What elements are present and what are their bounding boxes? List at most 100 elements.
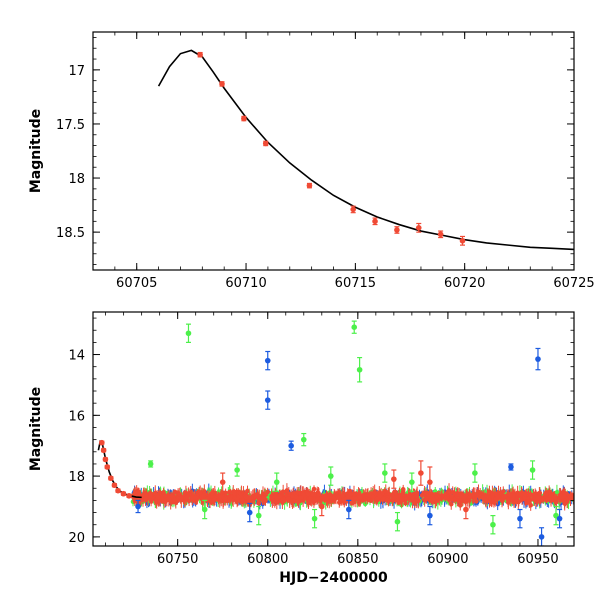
band-point	[298, 495, 304, 500]
band-point	[377, 493, 383, 498]
band-point	[310, 491, 316, 497]
x-tick-label: 60800	[247, 552, 288, 567]
band-point	[448, 501, 454, 507]
band-point	[280, 489, 286, 495]
band-point	[557, 493, 563, 498]
band-point	[148, 493, 153, 499]
data-point	[391, 476, 397, 482]
band-point	[331, 495, 337, 501]
band-point	[532, 491, 538, 496]
data-point	[394, 227, 400, 233]
band-point	[256, 494, 262, 499]
band-point	[571, 495, 574, 501]
band-point	[422, 490, 427, 495]
data-point	[288, 442, 294, 449]
y-tick-label: 18.5	[56, 226, 85, 241]
band-point	[545, 497, 550, 503]
band-point	[209, 490, 215, 496]
data-point	[111, 482, 118, 489]
band-point	[291, 498, 297, 504]
x-axis-label: HJD−2400000	[279, 570, 388, 586]
data-point	[382, 470, 388, 476]
data-point	[201, 506, 208, 513]
data-point	[102, 456, 109, 463]
data-point	[356, 366, 363, 373]
y-tick-label: 14	[68, 349, 85, 364]
y-tick-label: 16	[68, 409, 85, 424]
band-point	[544, 491, 549, 497]
band-point	[161, 498, 167, 504]
x-tick-label: 60710	[225, 276, 266, 291]
data-point	[351, 324, 358, 330]
data-point	[327, 473, 334, 479]
band-point	[353, 496, 359, 502]
data-point	[472, 470, 478, 476]
band-point	[499, 498, 505, 503]
data-point	[246, 509, 253, 516]
data-point	[427, 479, 433, 485]
band-point	[327, 492, 333, 497]
data-point	[463, 506, 469, 513]
band-point	[537, 490, 543, 496]
band-point	[211, 497, 217, 503]
band-point	[200, 493, 206, 498]
band-point	[463, 493, 469, 498]
y-tick-label: 17	[68, 64, 85, 79]
series-red	[99, 439, 469, 520]
x-tick-label: 60720	[444, 276, 485, 291]
plot-frame	[92, 31, 575, 271]
band-point	[554, 490, 560, 495]
band-point	[535, 495, 541, 501]
band-point	[439, 493, 445, 498]
data-point	[255, 512, 262, 519]
band-point	[305, 491, 311, 497]
band-point	[284, 488, 290, 493]
x-tick-label: 60950	[517, 552, 558, 567]
data-point	[300, 436, 307, 443]
data-point	[415, 225, 422, 231]
band-point	[357, 494, 363, 500]
data-point	[108, 475, 114, 482]
data-point	[135, 503, 141, 510]
data-point	[311, 515, 318, 522]
plot-area	[97, 320, 574, 546]
band-point	[290, 494, 296, 499]
band-point	[455, 491, 461, 497]
bottom-panel: 60750 60800 60850 60900 60950 14 16 18 20 Magnitu…	[28, 311, 575, 586]
band-point	[482, 497, 488, 502]
band-point	[548, 493, 554, 498]
band-point	[414, 490, 420, 496]
data-point	[273, 479, 280, 485]
band-point	[414, 494, 419, 499]
band-point	[202, 489, 207, 494]
y-tick-label: 20	[68, 531, 85, 546]
data-point	[234, 467, 240, 473]
band-point	[490, 491, 495, 496]
data-point	[104, 464, 111, 470]
band-point	[446, 488, 452, 493]
band-point	[471, 493, 476, 498]
band-point	[467, 494, 473, 500]
band-point	[431, 497, 437, 502]
data-point	[120, 490, 127, 497]
band-point	[370, 494, 376, 500]
band-point	[155, 494, 161, 500]
band-point	[178, 495, 184, 501]
band-point	[273, 494, 279, 499]
plot-frame	[92, 311, 575, 547]
band-point	[554, 499, 559, 505]
band-point	[516, 499, 522, 505]
data-point	[459, 237, 466, 244]
band-point	[562, 501, 567, 506]
data-point	[508, 464, 514, 470]
data-point	[126, 493, 132, 499]
series-red	[197, 51, 466, 246]
band-point	[162, 493, 168, 499]
band-point	[363, 493, 368, 499]
band-point	[340, 493, 345, 498]
data-point	[409, 479, 415, 485]
plot-area	[157, 49, 574, 251]
band-point	[269, 494, 275, 500]
band-point	[284, 492, 289, 498]
